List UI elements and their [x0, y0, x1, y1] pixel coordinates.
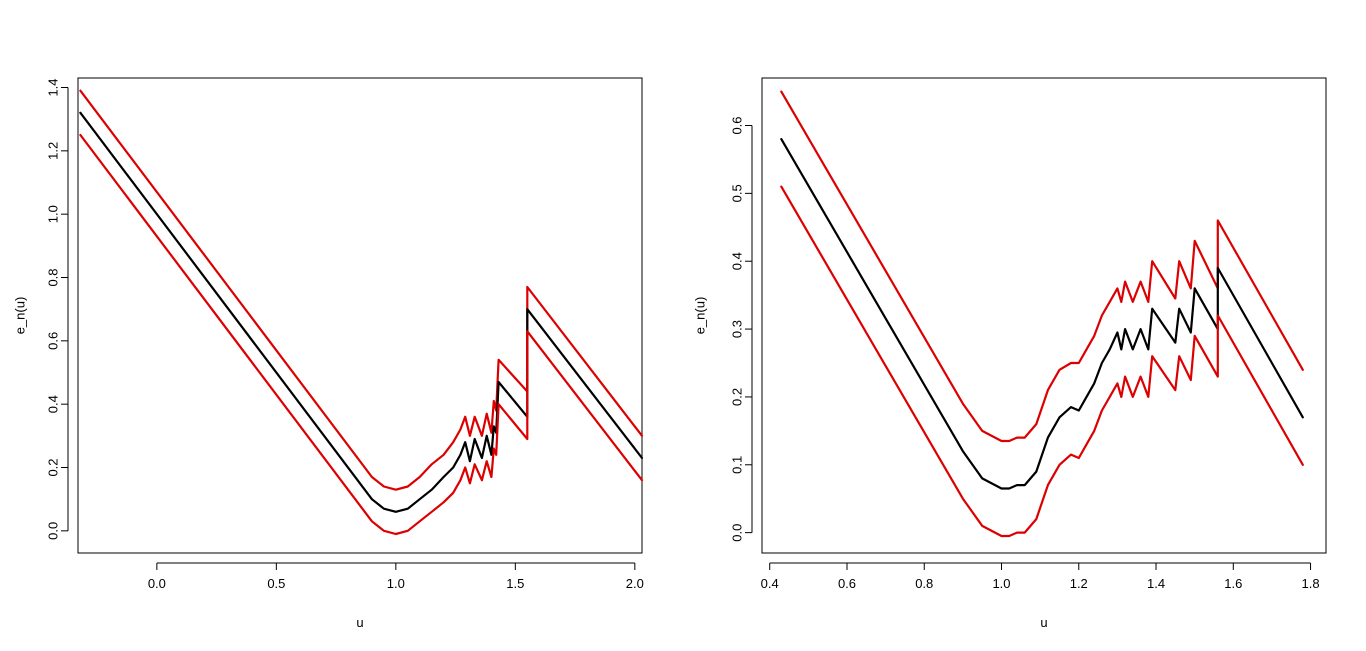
y-tick-label: 1.4	[46, 78, 61, 96]
x-tick-label: 1.8	[1302, 576, 1320, 591]
x-tick-label: 0.4	[761, 576, 779, 591]
right-chart-panel: 0.4 0.6 0.8 1.0 1.2 1.4 1.6 1.8 0.0 0.1 0.2 0.3 0.4 0…	[693, 77, 1327, 630]
lower-band-line	[780, 185, 1304, 538]
y-tick-label: 0.0	[46, 522, 61, 540]
x-axis-label: u	[1040, 615, 1047, 630]
x-tick-label: 1.4	[1147, 576, 1165, 591]
x-tick-label: 0.8	[915, 576, 933, 591]
plot-frame	[761, 77, 1327, 554]
lower-band-line	[79, 133, 644, 536]
y-tick-label: 0.1	[730, 456, 745, 474]
x-tick-label: 0.0	[148, 576, 166, 591]
x-tick-label: 1.0	[387, 576, 405, 591]
y-tick-label: 0.3	[730, 320, 745, 338]
left-chart-panel: 0.0 0.5 1.0 1.5 2.0 0.0 0.2 0.4 0.6 0.8 1.0 1.2 1.4 u…	[13, 77, 644, 630]
y-tick-label: 0.4	[46, 395, 61, 413]
x-tick-label: 0.6	[838, 576, 856, 591]
y-tick-label: 1.2	[46, 142, 61, 160]
x-axis-label: u	[356, 615, 363, 630]
x-tick-label: 1.6	[1224, 576, 1242, 591]
y-tick-label: 0.4	[730, 252, 745, 270]
x-tick-label: 1.5	[506, 576, 524, 591]
y-tick-label: 0.5	[730, 184, 745, 202]
y-tick-label: 0.6	[46, 332, 61, 350]
estimate-line	[79, 111, 644, 513]
y-tick-label: 0.2	[730, 388, 745, 406]
y-tick-label: 0.8	[46, 268, 61, 286]
y-tick-label: 0.6	[730, 116, 745, 134]
x-tick-label: 0.5	[267, 576, 285, 591]
upper-band-line	[780, 90, 1304, 443]
y-tick-label: 1.0	[46, 205, 61, 223]
plot-frame	[77, 77, 643, 554]
y-axis-label: e_n(u)	[13, 297, 28, 335]
x-tick-label: 1.0	[992, 576, 1010, 591]
upper-band-line	[79, 89, 644, 491]
x-tick-label: 1.2	[1070, 576, 1088, 591]
y-tick-label: 0.2	[46, 458, 61, 476]
y-tick-label: 0.0	[730, 524, 745, 542]
x-tick-label: 2.0	[626, 576, 644, 591]
estimate-line	[780, 138, 1304, 490]
y-axis-label: e_n(u)	[693, 297, 708, 335]
